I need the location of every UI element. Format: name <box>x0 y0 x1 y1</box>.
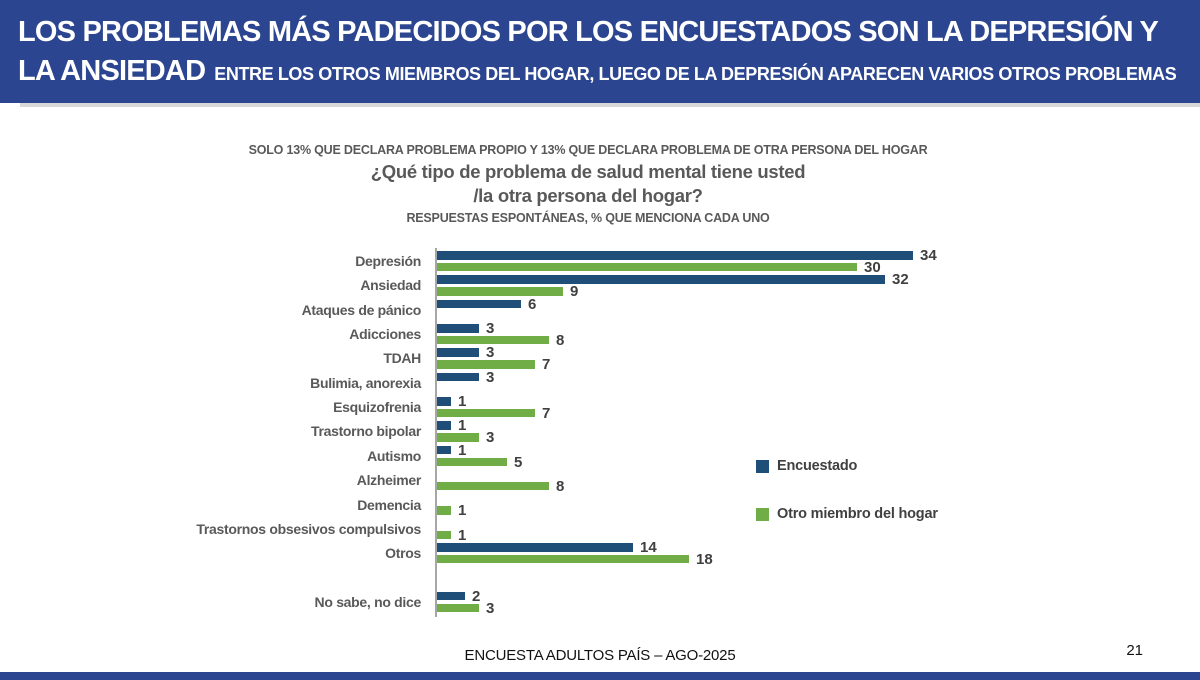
bar-value-label: 3 <box>486 368 495 386</box>
chart-row: TDAH 3 7 <box>0 344 1200 374</box>
category-label: Depresión <box>355 253 421 269</box>
bar-value-label: 1 <box>458 393 467 411</box>
chart-row: Bulimia, anorexia 3 <box>0 368 1200 395</box>
chart-row: Ansiedad 32 9 <box>0 271 1200 301</box>
bar-value-label: 32 <box>892 271 909 289</box>
category-label: Bulimia, anorexia <box>310 374 421 391</box>
category-label: Ataques de pánico <box>301 301 422 318</box>
category-label: Ansiedad <box>360 277 421 294</box>
chart-row: Trastorno bipolar 1 3 <box>0 417 1200 447</box>
chart-axis-line <box>435 248 437 617</box>
chart-question-line1: ¿Qué tipo de problema de salud mental ti… <box>370 161 806 182</box>
chart-row: No sabe, no dice 2 3 <box>0 587 1200 617</box>
legend-swatch-encuestado <box>756 459 769 473</box>
bar-otro-miembro <box>437 554 689 564</box>
bar-otro-miembro <box>437 481 549 491</box>
legend-item-encuestado: Encuestado <box>756 458 857 474</box>
bar-value-label: 14 <box>640 539 657 557</box>
bar-encuestado <box>437 372 479 382</box>
category-label: Demencia <box>357 496 421 513</box>
bar-value-label: 2 <box>472 587 481 605</box>
bar-encuestado <box>437 324 479 333</box>
bar-value-label: 1 <box>458 417 467 435</box>
category-label: Trastornos obsesivos compulsivos <box>196 520 421 537</box>
slide-title-line1: LOS PROBLEMAS MÁS PADECIDOS POR LOS ENCU… <box>18 16 1159 48</box>
chart-titles: SOLO 13% QUE DECLARA PROBLEMA PROPIO Y 1… <box>0 143 1176 225</box>
chart-row: Demencia 1 <box>0 493 1200 520</box>
bar-value-label: 1 <box>458 502 467 520</box>
category-label: TDAH <box>383 350 421 367</box>
bar-value-label: 8 <box>556 331 565 349</box>
chart-row: Adicciones 3 8 <box>0 320 1200 349</box>
legend-swatch-otro-miembro <box>756 507 769 521</box>
bar-value-label: 7 <box>542 404 551 422</box>
bar-encuestado <box>437 348 479 357</box>
bar-value-label: 3 <box>486 599 495 617</box>
category-label: Trastorno bipolar <box>310 423 421 440</box>
legend-label-encuestado: Encuestado <box>777 458 858 474</box>
bar-value-label: 1 <box>458 526 467 544</box>
bar-value-label: 6 <box>528 295 537 313</box>
bar-otro-miembro <box>437 335 549 345</box>
bar-otro-miembro <box>437 506 451 515</box>
bar-value-label: 5 <box>514 453 523 471</box>
slide-title-rest: ENTRE LOS OTROS MIEMBROS DEL HOGAR, LUEG… <box>214 64 1177 84</box>
bar-otro-miembro <box>437 360 535 369</box>
bar-otro-miembro <box>437 408 535 418</box>
chart-subtitle: RESPUESTAS ESPONTÁNEAS, % QUE MENCIONA C… <box>406 211 770 225</box>
slide-title-line2: LA ANSIEDAD ENTRE LOS OTROS MIEMBROS DEL … <box>18 54 1186 93</box>
bar-otro-miembro <box>437 457 507 467</box>
bar-otro-miembro <box>437 287 563 296</box>
bar-chart: Depresión 34 30 Ansiedad 32 9 Ataques de pánic… <box>0 247 1200 629</box>
bar-value-label: 8 <box>556 477 565 495</box>
bar-encuestado <box>437 421 451 430</box>
chart-row <box>0 566 1200 590</box>
bar-value-label: 3 <box>486 344 495 362</box>
chart-row: Esquizofrenia 1 7 <box>0 393 1200 422</box>
category-label: Otros <box>385 545 421 562</box>
header-shadow-line <box>20 103 1200 107</box>
bar-value-label: 3 <box>486 429 495 447</box>
bar-value-label: 9 <box>570 283 579 301</box>
slide-title-emphasis: LA ANSIEDAD <box>18 55 206 87</box>
chart-row: Ataques de pánico 6 <box>0 295 1200 322</box>
bar-encuestado <box>437 543 633 552</box>
chart-row: Alzheimer 8 <box>0 468 1200 495</box>
category-label: Esquizofrenia <box>333 399 421 416</box>
legend-item-otro-miembro: Otro miembro del hogar <box>756 506 938 522</box>
page-number: 21 <box>1126 642 1143 659</box>
category-label: Alzheimer <box>356 472 422 489</box>
category-label: Adicciones <box>349 326 421 343</box>
footer-source: ENCUESTA ADULTOS PAÍS – AGO-2025 <box>464 647 736 664</box>
bar-value-label: 7 <box>542 356 551 374</box>
chart-row: Autismo 1 5 <box>0 441 1200 471</box>
chart-question-line2: /la otra persona del hogar? <box>473 185 703 206</box>
chart-row: Trastornos obsesivos compulsivos 1 <box>0 517 1200 544</box>
category-label: Autismo <box>367 447 421 464</box>
bar-value-label: 34 <box>920 247 937 264</box>
bar-encuestado <box>437 397 451 406</box>
bar-encuestado <box>437 591 465 601</box>
bar-encuestado <box>437 251 913 260</box>
bottom-band <box>0 672 1200 680</box>
bar-encuestado <box>437 445 451 455</box>
category-label: No sabe, no dice <box>314 593 422 610</box>
legend-label-otro-miembro: Otro miembro del hogar <box>777 506 938 522</box>
chart-pre-title: SOLO 13% QUE DECLARA PROBLEMA PROPIO Y 1… <box>248 143 928 157</box>
bar-encuestado <box>437 275 885 284</box>
chart-row: Otros 14 18 <box>0 539 1200 568</box>
bar-otro-miembro <box>437 433 479 442</box>
header-band: LOS PROBLEMAS MÁS PADECIDOS POR LOS ENCU… <box>0 0 1200 103</box>
bar-encuestado <box>437 299 521 309</box>
chart-row: Depresión 34 30 <box>0 247 1200 276</box>
bar-value-label: 1 <box>458 441 467 459</box>
bar-otro-miembro <box>437 530 451 540</box>
bar-value-label: 3 <box>486 320 495 338</box>
bar-otro-miembro <box>437 262 857 272</box>
bar-value-label: 18 <box>696 550 713 568</box>
bar-otro-miembro <box>437 603 479 613</box>
bar-value-label: 30 <box>864 258 881 276</box>
